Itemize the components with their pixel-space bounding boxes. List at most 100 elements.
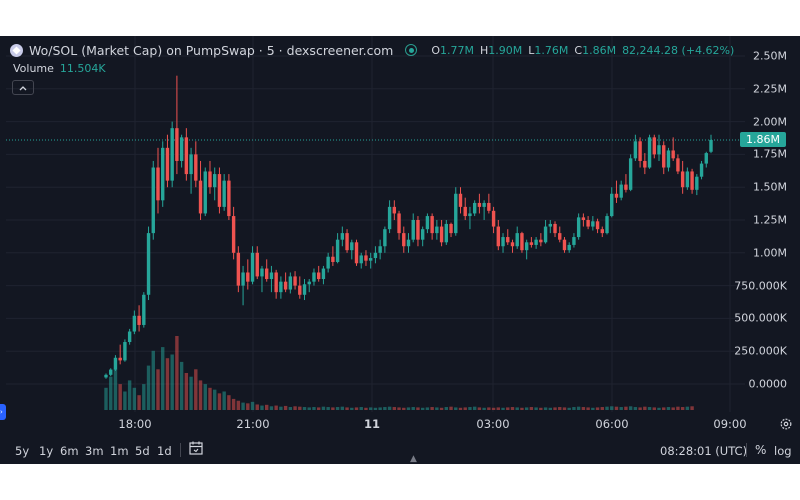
price-chart[interactable]: [6, 36, 745, 412]
percent-scale-button[interactable]: %: [755, 443, 767, 457]
volume-bar: [652, 407, 656, 410]
candle-body: [132, 315, 137, 332]
volume-bar: [321, 406, 326, 410]
utc-clock[interactable]: 08:28:01 (UTC): [660, 444, 748, 458]
candle: [666, 147, 671, 172]
candle: [506, 229, 510, 245]
candle: [241, 265, 245, 306]
candle: [628, 154, 633, 192]
volume-bar: [662, 407, 666, 410]
volume-bar: [104, 387, 108, 410]
candle: [104, 373, 108, 379]
candle-body: [539, 239, 543, 243]
candle-body: [203, 171, 207, 214]
candle-body: [482, 202, 486, 207]
time-axis[interactable]: 18:00 21:00 11 03:00 06:00 09:00: [0, 412, 746, 434]
calendar-icon[interactable]: [188, 440, 204, 456]
y-tick-label: 2.00M: [753, 115, 787, 129]
candle-body: [189, 154, 193, 175]
candlestick-chart-svg[interactable]: [6, 36, 745, 412]
range-button-1y[interactable]: 1y: [39, 444, 54, 458]
range-button-5d[interactable]: 5d: [135, 444, 150, 458]
range-button-5y[interactable]: 5y: [15, 444, 30, 458]
candle: [392, 200, 397, 220]
volume-bar: [350, 407, 354, 410]
candle: [288, 272, 293, 294]
candle-body: [652, 137, 656, 155]
volume-bar: [477, 407, 482, 410]
collapse-legend-button[interactable]: [12, 80, 34, 95]
candle: [548, 220, 552, 234]
ohlc-close-value: 1.86M: [582, 43, 617, 57]
candle: [203, 167, 207, 217]
candle-body: [690, 171, 694, 190]
candle: [269, 265, 274, 293]
candle: [213, 167, 217, 201]
volume-bar: [397, 407, 401, 410]
log-scale-button[interactable]: log: [774, 444, 792, 458]
price-change: 82,244.28 (+4.62%): [622, 43, 735, 57]
range-button-1m[interactable]: 1m: [110, 444, 129, 458]
candle: [439, 220, 444, 247]
candle: [491, 206, 496, 234]
candle-body: [146, 233, 151, 295]
candle-body: [468, 213, 472, 217]
volume-bar: [203, 384, 207, 410]
volume-bar: [454, 407, 458, 410]
volume-bar: [265, 404, 269, 410]
volume-bar: [283, 405, 288, 410]
candle-body: [520, 233, 524, 251]
volume-bar: [558, 407, 562, 410]
candle: [255, 246, 259, 280]
candle: [539, 233, 543, 247]
candle-body: [662, 145, 666, 168]
candle: [222, 174, 226, 211]
volume-bar: [316, 407, 321, 410]
x-tick-label: 18:00: [118, 417, 152, 431]
x-tick-label: 11: [363, 417, 381, 431]
candle: [576, 213, 581, 240]
y-tick-label: 750.000K: [734, 279, 787, 293]
candle-body: [699, 163, 704, 177]
candle-body: [628, 158, 633, 190]
volume-bar: [298, 406, 302, 410]
candle: [373, 246, 378, 264]
candle: [265, 259, 269, 282]
volume-bar: [269, 406, 274, 410]
volume-bar: [553, 407, 557, 410]
volume-bar: [572, 407, 576, 410]
candle-body: [354, 242, 359, 264]
candle-body: [643, 160, 647, 168]
candle: [397, 210, 401, 240]
candle-body: [524, 242, 529, 251]
candle-body: [231, 216, 236, 253]
candle: [671, 137, 675, 161]
candle: [161, 141, 165, 207]
candle: [113, 355, 118, 371]
candle: [198, 160, 203, 220]
volume-bar: [156, 369, 160, 410]
candle: [614, 180, 619, 203]
candle-body: [680, 171, 685, 188]
candle: [699, 160, 704, 180]
range-button-3m[interactable]: 3m: [85, 444, 104, 458]
candle: [146, 226, 151, 301]
toolbar-separator: [180, 443, 181, 457]
side-panel-handle[interactable]: ›: [0, 404, 6, 420]
volume-bar: [175, 336, 179, 410]
candle: [662, 141, 666, 175]
candle-body: [397, 213, 401, 234]
range-button-1d[interactable]: 1d: [157, 444, 172, 458]
price-axis[interactable]: 2.50M 2.25M 2.00M 1.75M 1.50M 1.25M 1.00M 750.0…: [734, 36, 800, 412]
candle: [231, 206, 236, 260]
candle: [468, 206, 472, 230]
volume-bar: [543, 407, 548, 410]
settings-icon[interactable]: [779, 417, 793, 431]
range-button-6m[interactable]: 6m: [60, 444, 79, 458]
arrow-up-icon[interactable]: ▲: [410, 454, 417, 464]
candle: [184, 128, 189, 181]
volume-bar: [293, 406, 297, 410]
candle: [638, 137, 642, 168]
candle-body: [695, 176, 699, 190]
candle: [520, 231, 524, 253]
